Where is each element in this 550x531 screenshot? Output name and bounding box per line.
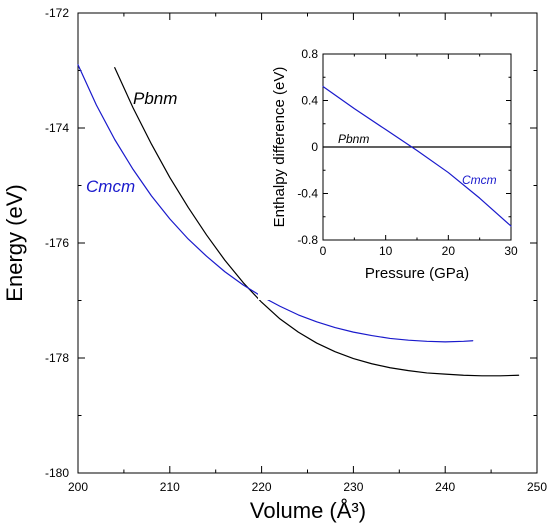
x-tick-label: 20 <box>442 244 456 258</box>
inset-label-pbnm: Pbnm <box>338 132 369 146</box>
x-tick-label: 230 <box>343 480 363 494</box>
x-tick-label: 210 <box>160 480 180 494</box>
y-tick-label: -174 <box>45 121 69 135</box>
inset-label-cmcm: Cmcm <box>462 173 497 187</box>
inset-y-axis-title: Enthalpy difference (eV) <box>271 67 288 228</box>
x-tick-label: 200 <box>68 480 88 494</box>
x-tick-label: 10 <box>379 244 393 258</box>
series-line-pbnm <box>114 67 520 377</box>
main-label-pbnm: Pbnm <box>133 89 177 108</box>
y-tick-label: -0.8 <box>297 233 318 247</box>
series-line-cmcm <box>77 64 474 343</box>
main-label-cmcm: Cmcm <box>86 177 135 196</box>
y-tick-label: -180 <box>45 466 69 480</box>
main-series-lines <box>77 64 520 377</box>
main-y-axis-title: Energy (eV) <box>2 184 27 301</box>
main-axis-ticks: 200 210 220 230 240 250-180-178-176-174-172 <box>45 6 547 494</box>
inset-axis-ticks: 0 10 20 30 -0.8 -0.4 0 0.4 0.8 <box>297 47 518 258</box>
y-tick-label: -0.4 <box>297 186 318 200</box>
inset-x-axis-title: Pressure (GPa) <box>365 265 469 282</box>
x-tick-label: 220 <box>252 480 272 494</box>
x-tick-label: 30 <box>504 244 518 258</box>
y-tick-label: 0 <box>311 140 318 154</box>
y-tick-label: -172 <box>45 6 69 20</box>
x-tick-label: 240 <box>435 480 455 494</box>
inset-series-lines <box>322 85 512 227</box>
y-tick-label: 0.4 <box>301 93 318 107</box>
y-tick-label: -176 <box>45 236 69 250</box>
x-tick-label: 250 <box>527 480 547 494</box>
main-x-axis-title: Volume (Å³) <box>250 498 366 523</box>
inset-background <box>258 35 522 300</box>
x-tick-label: 0 <box>320 244 327 258</box>
y-tick-label: 0.8 <box>301 47 318 61</box>
y-tick-label: -178 <box>45 351 69 365</box>
series-line-cmcm <box>322 85 512 227</box>
